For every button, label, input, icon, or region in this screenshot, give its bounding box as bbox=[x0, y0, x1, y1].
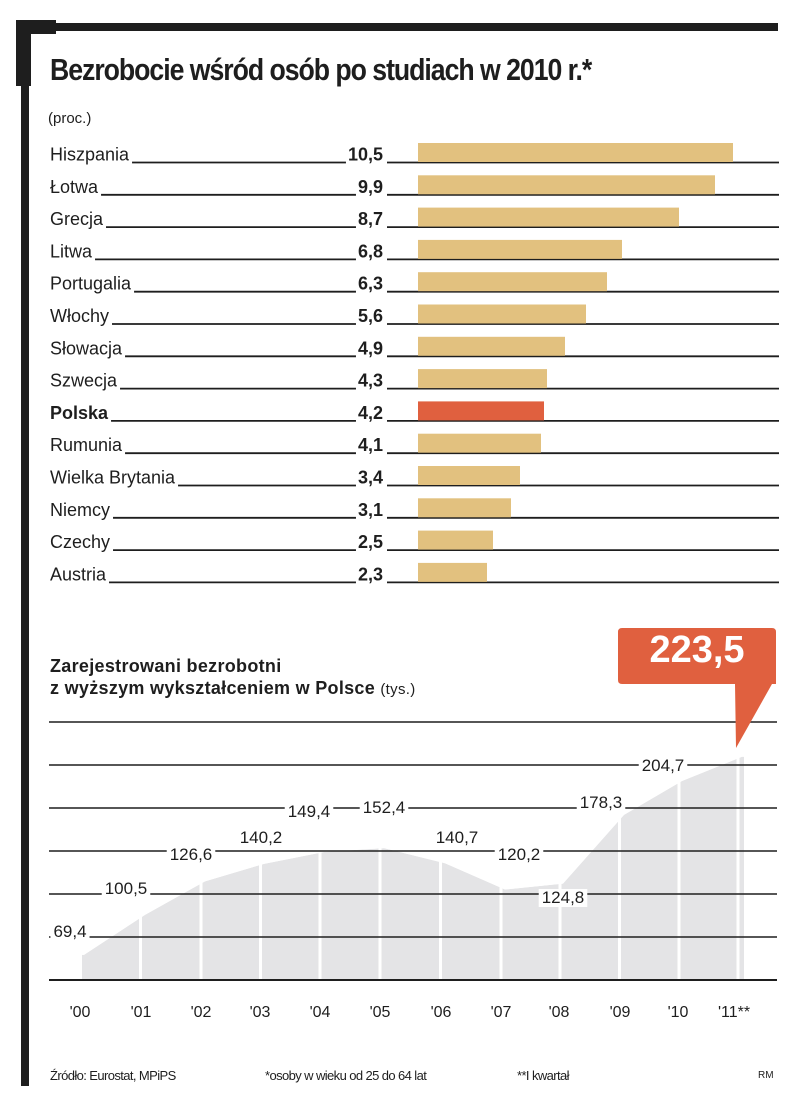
label-background bbox=[359, 799, 409, 817]
area-chart: 69,4 100,5 126,6 140,2 149,4 152,4 140,7 120,2 1… bbox=[40, 600, 790, 1021]
area-value-label: 100,5 bbox=[105, 879, 148, 898]
bar-category-label: Wielka Brytania bbox=[50, 468, 176, 488]
area-mask bbox=[40, 600, 790, 955]
bar bbox=[418, 143, 733, 162]
area-chart-title-line1: Zarejestrowani bezrobotni bbox=[50, 656, 282, 676]
bar-value-label: 8,7 bbox=[358, 209, 383, 229]
label-background bbox=[576, 794, 626, 812]
frame-top-rule bbox=[16, 23, 778, 31]
area-value-label: 149,4 bbox=[288, 802, 331, 821]
bar-category-label: Niemcy bbox=[50, 500, 110, 520]
x-tick-label: '05 bbox=[370, 1004, 391, 1021]
bar-category-label: Grecja bbox=[50, 209, 104, 229]
x-tick-label: '06 bbox=[431, 1004, 452, 1021]
footer-note-quarter: **I kwartał bbox=[517, 1068, 570, 1083]
bar-value-label: 4,9 bbox=[358, 338, 383, 358]
bar-category-label: Włochy bbox=[50, 306, 109, 326]
x-tick-label: '01 bbox=[131, 1004, 152, 1021]
area-value-label: 120,2 bbox=[498, 845, 541, 864]
area-fill bbox=[82, 756, 744, 980]
bar-value-label: 3,1 bbox=[358, 500, 383, 520]
frame-left-accent bbox=[16, 20, 31, 86]
bar bbox=[418, 530, 493, 550]
area-value-label: 126,6 bbox=[170, 845, 213, 864]
area-value-label: 178,3 bbox=[580, 793, 623, 812]
bar bbox=[418, 466, 520, 485]
bar bbox=[418, 239, 622, 259]
bar bbox=[418, 207, 679, 227]
x-tick-label: '00 bbox=[70, 1004, 91, 1021]
area-value-label: 124,8 bbox=[542, 888, 585, 907]
bar-value-label: 4,2 bbox=[358, 403, 383, 423]
bar-value-label: 4,3 bbox=[358, 371, 383, 391]
bar-chart-unit: (proc.) bbox=[48, 110, 92, 127]
frame-left-rule bbox=[21, 20, 29, 1086]
bar-chart-title: Bezrobocie wśród osób po studiach w 2010… bbox=[50, 52, 592, 87]
bar bbox=[418, 336, 565, 356]
area-value-label: 140,7 bbox=[436, 828, 479, 847]
area-value-label: 69,4 bbox=[53, 922, 86, 941]
bar bbox=[418, 433, 541, 453]
area-value-label: 140,2 bbox=[240, 828, 283, 847]
x-tick-label: '07 bbox=[491, 1004, 512, 1021]
bar-value-label: 10,5 bbox=[348, 145, 383, 165]
x-tick-label: '08 bbox=[549, 1004, 570, 1021]
area-value-label: 204,7 bbox=[642, 756, 685, 775]
bar bbox=[418, 304, 586, 324]
bar-value-label: 2,5 bbox=[358, 532, 383, 552]
callout-value: 223,5 bbox=[649, 629, 745, 671]
footer-credit: RM bbox=[758, 1070, 774, 1081]
label-background bbox=[236, 829, 286, 847]
bar-category-label: Słowacja bbox=[50, 338, 123, 358]
area-value-label: 152,4 bbox=[363, 798, 406, 817]
label-background bbox=[101, 880, 151, 898]
label-background bbox=[432, 829, 482, 847]
x-tick-label: '11** bbox=[718, 1004, 750, 1021]
bar-value-label: 9,9 bbox=[358, 177, 383, 197]
area-chart-title: Zarejestrowani bezrobotni z wyższym wyks… bbox=[50, 655, 416, 701]
bar bbox=[418, 175, 715, 195]
bar-value-label: 4,1 bbox=[358, 435, 383, 455]
bar-category-label: Szwecja bbox=[50, 371, 118, 391]
label-background bbox=[166, 846, 216, 864]
bar-highlight bbox=[418, 401, 544, 421]
bar-value-label: 5,6 bbox=[358, 306, 383, 326]
label-background bbox=[494, 846, 544, 864]
label-background bbox=[638, 757, 688, 775]
bar-category-label: Austria bbox=[50, 564, 107, 584]
bar-category-label: Portugalia bbox=[50, 274, 132, 294]
bar-chart: Hiszpania 10,5 Łotwa 9,9 Grecja 8,7 Litwa 6,8 Po… bbox=[50, 143, 779, 584]
footer-source: Źródło: Eurostat, MPiPS bbox=[50, 1068, 176, 1083]
x-tick-label: '03 bbox=[250, 1004, 271, 1021]
bar bbox=[418, 562, 487, 582]
x-tick-label: '04 bbox=[310, 1004, 331, 1021]
bar bbox=[418, 498, 511, 518]
bar-category-label: Czechy bbox=[50, 532, 110, 552]
bar-category-label: Rumunia bbox=[50, 435, 123, 455]
bar-category-label: Hiszpania bbox=[50, 145, 130, 165]
footer-note-age: *osoby w wieku od 25 do 64 lat bbox=[265, 1068, 427, 1083]
bar bbox=[418, 369, 547, 389]
area-chart-unit: (tys.) bbox=[380, 681, 416, 698]
bar-value-label: 2,3 bbox=[358, 564, 383, 584]
area-chart-title-line2: z wyższym wykształceniem w Polsce bbox=[50, 678, 376, 698]
label-background bbox=[538, 889, 588, 907]
bar-value-label: 6,3 bbox=[358, 274, 383, 294]
bar-category-label: Litwa bbox=[50, 241, 93, 261]
label-background bbox=[284, 803, 334, 821]
x-tick-label: '02 bbox=[191, 1004, 212, 1021]
bar-category-label: Polska bbox=[50, 403, 109, 423]
bar bbox=[418, 272, 607, 292]
bar-category-label: Łotwa bbox=[50, 177, 99, 197]
bar-value-label: 6,8 bbox=[358, 241, 383, 261]
callout-bubble bbox=[618, 628, 776, 748]
x-tick-label: '10 bbox=[668, 1004, 689, 1021]
x-tick-label: '09 bbox=[610, 1004, 631, 1021]
label-background bbox=[50, 923, 90, 941]
bar-value-label: 3,4 bbox=[358, 468, 383, 488]
